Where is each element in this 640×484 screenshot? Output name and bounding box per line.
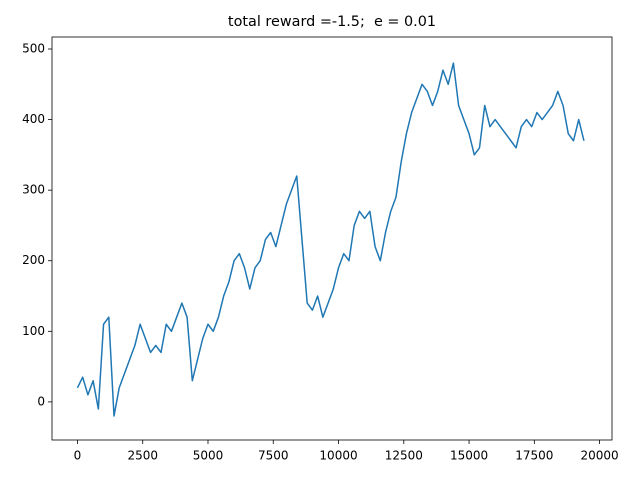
y-tick-label: 400 xyxy=(22,112,45,126)
y-tick-label: 200 xyxy=(22,253,45,267)
y-tick-label: 0 xyxy=(37,394,45,408)
plot-frame xyxy=(51,36,613,441)
x-tick-label: 15000 xyxy=(450,449,488,463)
x-tick-label: 12500 xyxy=(385,449,423,463)
chart-title: total reward =-1.5; e = 0.01 xyxy=(228,14,436,30)
y-tick-label: 300 xyxy=(22,183,45,197)
data-line xyxy=(76,62,585,417)
x-tick-label: 20000 xyxy=(581,449,619,463)
x-tick-label: 17500 xyxy=(515,449,553,463)
y-tick-label: 100 xyxy=(22,324,45,338)
x-tick-label: 5000 xyxy=(193,449,224,463)
x-tick-label: 10000 xyxy=(319,449,357,463)
x-tick-label: 2500 xyxy=(127,449,158,463)
x-tick-label: 7500 xyxy=(258,449,289,463)
x-tick-label: 0 xyxy=(74,449,82,463)
y-tick-label: 500 xyxy=(22,41,45,55)
